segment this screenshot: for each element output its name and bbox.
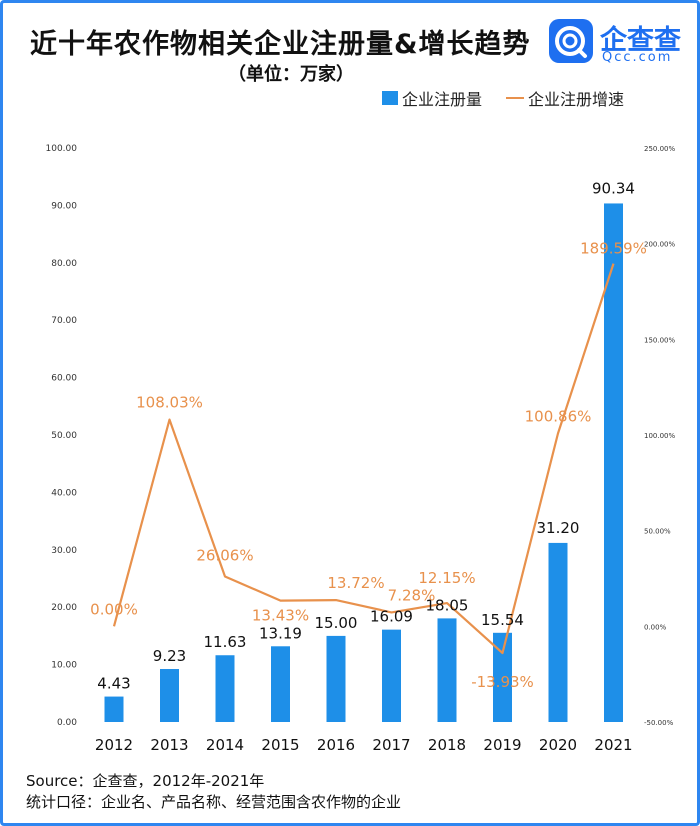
chart-title: 近十年农作物相关企业注册量&增长趋势 (30, 29, 531, 60)
qcc-logo-icon (549, 19, 593, 63)
chart-unit: （单位：万家） (228, 64, 354, 85)
legend-item-bar: 企业注册量 (382, 86, 482, 110)
source-note: Source：企查查，2012年-2021年 (26, 772, 265, 790)
legend-bar-label: 企业注册量 (402, 90, 483, 109)
brand-name: 企查查 (600, 25, 681, 56)
legend-line-label: 企业注册增速 (528, 90, 625, 109)
brand-site: Qcc.com (602, 50, 673, 65)
brand-logo: 企查查 Qcc.com (548, 18, 688, 65)
legend-item-line: 企业注册增速 (506, 86, 624, 110)
legend-bar-swatch (382, 91, 398, 105)
scope-note: 统计口径：企业名、产品名称、经营范围含农作物的企业 (26, 793, 402, 811)
legend-line-swatch (506, 97, 524, 99)
